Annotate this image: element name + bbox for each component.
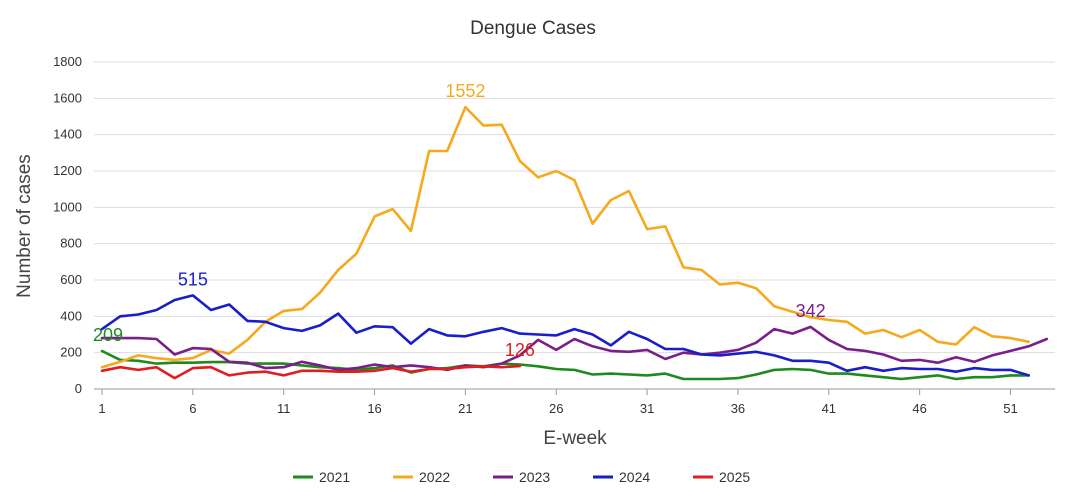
legend-item-2023[interactable]: 2023 bbox=[493, 469, 550, 485]
chart-title: Dengue Cases bbox=[470, 18, 596, 39]
annotation-label-2025: 126 bbox=[505, 340, 535, 360]
x-tick-label: 6 bbox=[189, 401, 196, 416]
x-axis-title: E-week bbox=[543, 428, 607, 449]
annotations: 209 1552 342 515 126 bbox=[93, 81, 826, 360]
legend-item-2021[interactable]: 2021 bbox=[293, 469, 350, 485]
legend-item-2024[interactable]: 2024 bbox=[593, 469, 650, 485]
legend-label: 2023 bbox=[519, 469, 550, 485]
legend-item-2022[interactable]: 2022 bbox=[393, 469, 450, 485]
annotation-label-2022: 1552 bbox=[445, 81, 485, 101]
x-axis-ticks: 1 6 11 16 21 26 31 36 41 46 51 bbox=[98, 389, 1018, 416]
series-line-2023 bbox=[100, 325, 1049, 372]
y-tick-label: 600 bbox=[60, 272, 82, 287]
legend-label: 2025 bbox=[719, 469, 750, 485]
y-tick-label: 400 bbox=[60, 308, 82, 323]
legend: 2021 2022 2023 2024 2025 bbox=[293, 469, 750, 485]
x-tick-label: 16 bbox=[367, 401, 381, 416]
x-tick-label: 11 bbox=[277, 401, 291, 416]
series-line-2024 bbox=[100, 294, 1030, 377]
x-tick-label: 51 bbox=[1003, 401, 1017, 416]
y-tick-label: 1600 bbox=[53, 90, 82, 105]
y-tick-label: 1200 bbox=[53, 163, 82, 178]
legend-label: 2022 bbox=[419, 469, 450, 485]
x-tick-label: 41 bbox=[822, 401, 836, 416]
y-tick-label: 1400 bbox=[53, 127, 82, 142]
legend-label: 2024 bbox=[619, 469, 650, 485]
series-line-2021 bbox=[100, 349, 1030, 381]
x-tick-label: 31 bbox=[640, 401, 654, 416]
y-axis-title: Number of cases bbox=[14, 154, 35, 298]
y-tick-label: 200 bbox=[60, 345, 82, 360]
y-tick-label: 1800 bbox=[53, 54, 82, 69]
y-tick-label: 800 bbox=[60, 236, 82, 251]
y-tick-label: 1000 bbox=[53, 199, 82, 214]
series-line-2022 bbox=[100, 105, 1030, 369]
annotation-label-2021: 209 bbox=[93, 325, 123, 345]
annotation-label-2024: 515 bbox=[178, 269, 208, 289]
y-tick-label: 0 bbox=[75, 381, 82, 396]
x-tick-label: 36 bbox=[731, 401, 745, 416]
series-lines bbox=[100, 105, 1049, 381]
x-tick-label: 21 bbox=[458, 401, 472, 416]
legend-label: 2021 bbox=[319, 469, 350, 485]
annotation-label-2023: 342 bbox=[796, 301, 826, 321]
y-axis-ticks: 0 200 400 600 800 1000 1200 1400 1600 1800 bbox=[53, 54, 82, 396]
legend-item-2025[interactable]: 2025 bbox=[693, 469, 750, 485]
x-tick-label: 46 bbox=[912, 401, 926, 416]
grid bbox=[94, 61, 1055, 390]
series-line-2025 bbox=[100, 364, 522, 380]
x-tick-label: 1 bbox=[98, 401, 105, 416]
x-tick-label: 26 bbox=[549, 401, 563, 416]
